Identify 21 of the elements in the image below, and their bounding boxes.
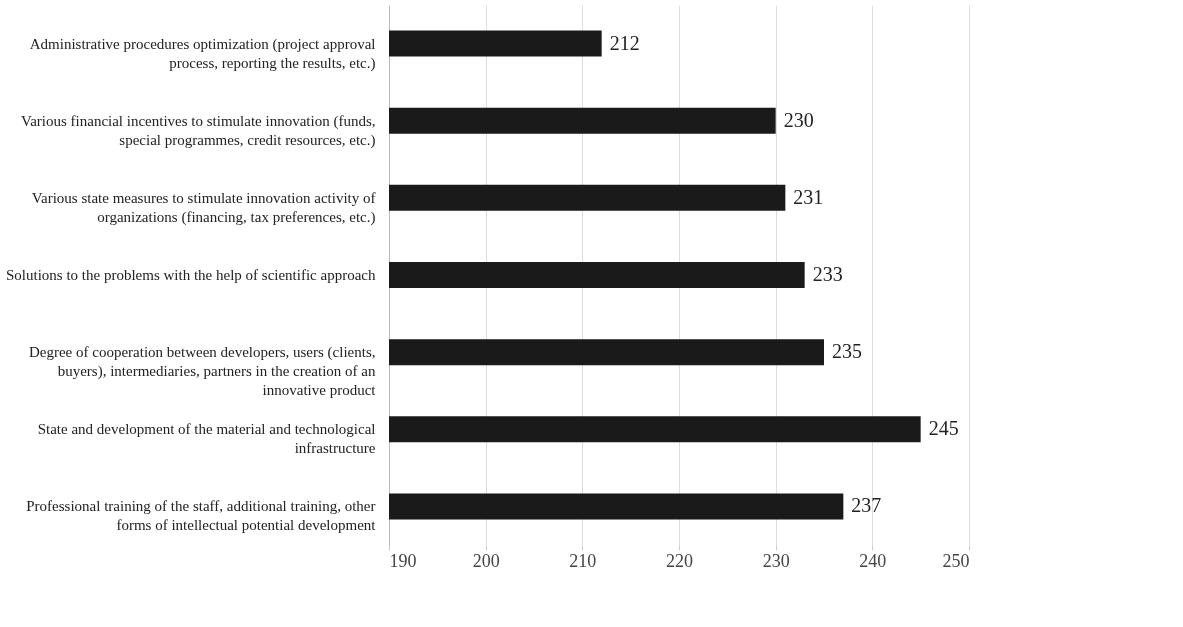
- data-label: 212: [609, 31, 640, 54]
- y-tick-label: Degree of cooperation between developers, users (clients, buyers), intermediaries, partners in the creation of an innovative product: [28, 344, 377, 399]
- x-tick-label: 250: [942, 550, 970, 571]
- y-tick-label: Solutions to the problems with the help of scientific approach: [5, 267, 376, 283]
- x-tick-label: 220: [666, 550, 693, 571]
- x-tick-label: 210: [569, 550, 597, 571]
- x-tick-label: 190: [389, 550, 417, 571]
- data-label: 231: [793, 185, 824, 208]
- data-label: 245: [928, 417, 959, 440]
- y-tick-label: Various financial incentives to stimulate innovation (funds, special programmes, credit resources, etc.): [20, 112, 376, 149]
- data-label: 230: [783, 108, 814, 131]
- data-label: 237: [851, 494, 882, 517]
- y-tick-label: State and development of the material and technological infrastructure: [37, 421, 376, 457]
- x-tick-label: 240: [859, 550, 887, 571]
- data-label: 235: [832, 340, 862, 363]
- y-tick-label: Various state measures to stimulate innovation activity of organizations (financing, tax preferences, etc.): [31, 189, 376, 226]
- data-label: 233: [812, 263, 843, 285]
- x-tick-label: 230: [762, 550, 790, 571]
- y-tick-label: Professional training of the staff, additional training, other forms of intellectual potential development: [26, 498, 377, 534]
- y-tick-label: Administrative procedures optimization (project approval process, reporting the results, etc.): [29, 35, 376, 72]
- x-tick-label: 200: [472, 550, 500, 571]
